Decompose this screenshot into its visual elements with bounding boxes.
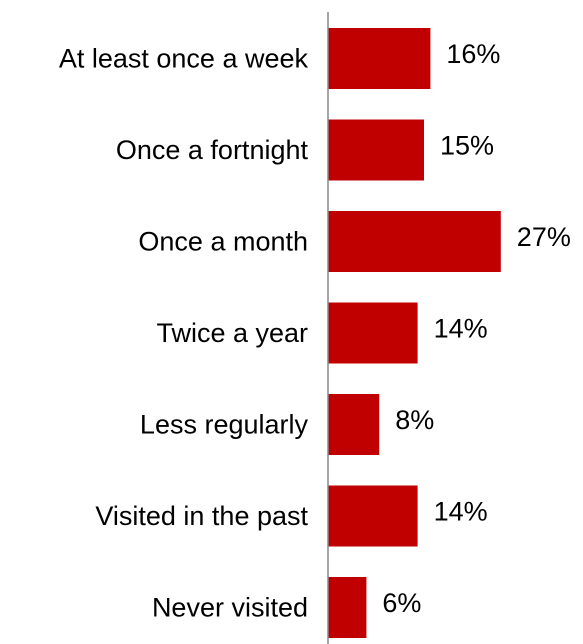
bar-5: [328, 485, 418, 547]
bar-1: [328, 119, 424, 181]
value-label-1: 15%: [440, 131, 494, 161]
value-label-6: 6%: [382, 588, 421, 618]
bar-6: [328, 577, 367, 638]
value-label-2: 27%: [517, 222, 571, 252]
bar-2: [328, 211, 501, 272]
bars-group: At least once a week 16% Once a fortnight 1…: [59, 28, 571, 638]
category-label-5: Visited in the past: [95, 501, 308, 531]
bar-3: [328, 302, 418, 364]
value-label-4: 8%: [395, 405, 434, 435]
category-label-4: Less regularly: [140, 410, 309, 440]
value-label-0: 16%: [446, 39, 500, 69]
category-label-2: Once a month: [138, 227, 308, 257]
category-label-0: At least once a week: [59, 44, 309, 74]
category-label-1: Once a fortnight: [116, 135, 309, 165]
value-label-3: 14%: [434, 314, 488, 344]
category-label-6: Never visited: [152, 593, 308, 623]
bar-0: [328, 28, 431, 89]
value-label-5: 14%: [434, 497, 488, 527]
category-label-3: Twice a year: [156, 318, 308, 348]
bar-4: [328, 394, 380, 455]
